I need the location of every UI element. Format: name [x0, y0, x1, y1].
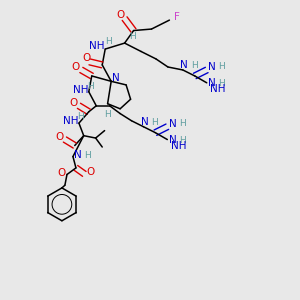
Text: O: O	[87, 167, 95, 177]
Text: H: H	[179, 136, 186, 145]
Text: NH: NH	[63, 116, 78, 126]
Text: H: H	[104, 110, 111, 119]
Text: O: O	[58, 168, 66, 178]
Text: H: H	[87, 82, 94, 91]
Text: NH: NH	[210, 84, 226, 94]
Text: NH: NH	[73, 85, 88, 95]
Text: H: H	[218, 62, 225, 71]
Text: H: H	[191, 61, 198, 70]
Text: N: N	[169, 135, 177, 145]
Text: N: N	[208, 62, 216, 72]
Text: H: H	[85, 151, 91, 160]
Text: N: N	[169, 119, 177, 129]
Text: N: N	[112, 73, 119, 83]
Text: N: N	[141, 117, 149, 127]
Text: NH: NH	[89, 41, 105, 51]
Text: O: O	[69, 98, 78, 108]
Text: O: O	[82, 53, 91, 63]
Text: H: H	[218, 79, 225, 88]
Text: N: N	[181, 61, 188, 70]
Text: N: N	[74, 150, 82, 160]
Text: H: H	[130, 32, 136, 41]
Text: NH: NH	[171, 140, 186, 151]
Text: F: F	[174, 12, 180, 22]
Text: O: O	[116, 10, 124, 20]
Text: H: H	[77, 112, 84, 121]
Text: O: O	[72, 62, 80, 72]
Text: N: N	[208, 78, 216, 88]
Text: H: H	[179, 119, 186, 128]
Text: O: O	[56, 132, 64, 142]
Text: H: H	[152, 118, 158, 127]
Text: H: H	[105, 37, 112, 46]
